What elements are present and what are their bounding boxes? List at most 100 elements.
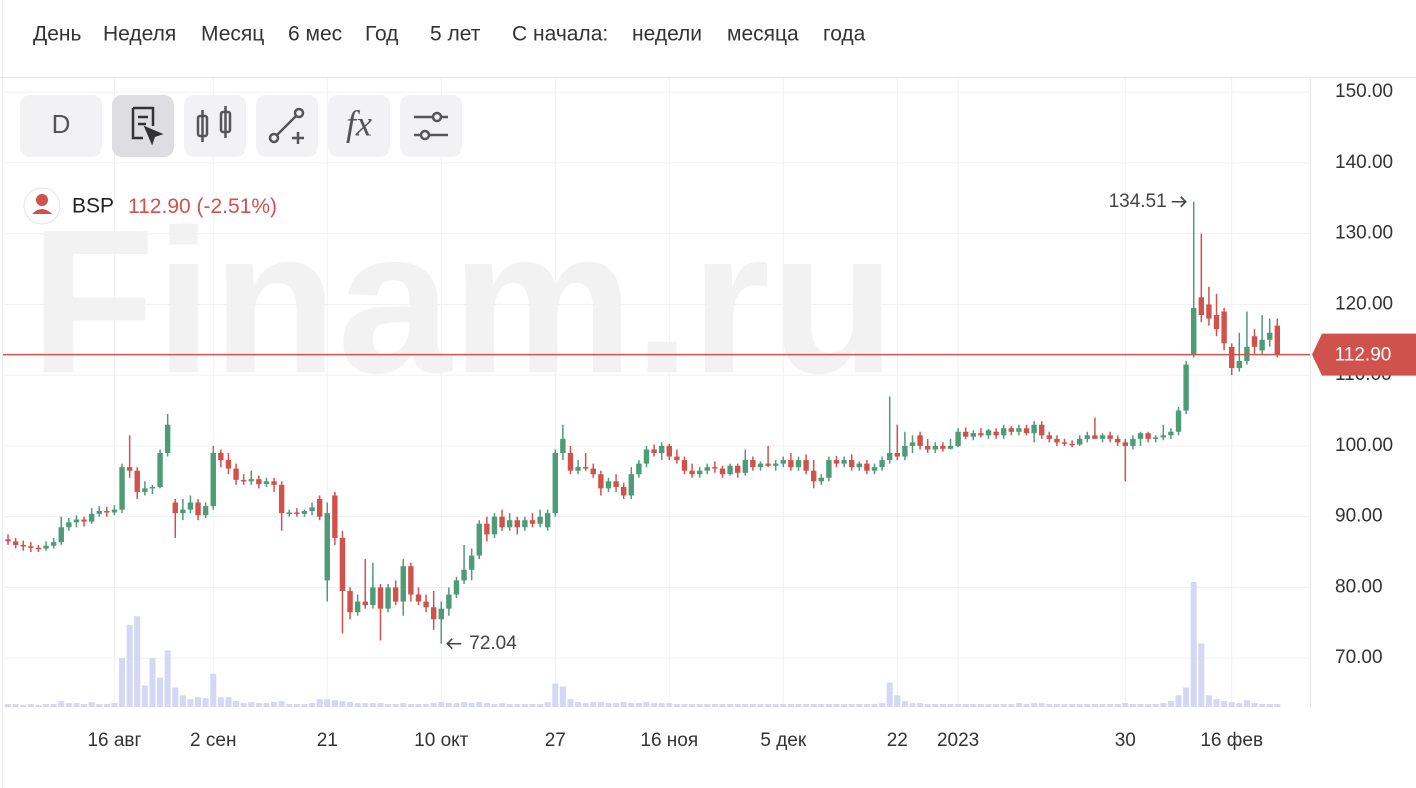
candle-body bbox=[788, 460, 794, 468]
period-button[interactable]: 6 мес bbox=[288, 23, 342, 46]
volume-bar bbox=[939, 704, 946, 707]
volume-bar bbox=[780, 704, 787, 707]
indicators-button[interactable] bbox=[328, 95, 390, 157]
volume-bar bbox=[1213, 699, 1220, 707]
volume-bar bbox=[1031, 703, 1038, 707]
candle-body bbox=[180, 509, 186, 514]
candle-body bbox=[1137, 433, 1144, 439]
volume-bar bbox=[331, 700, 338, 707]
volume-bar bbox=[537, 704, 544, 707]
volume-bar bbox=[719, 704, 726, 707]
candle-body bbox=[674, 456, 680, 461]
x-tick-label: 21 bbox=[317, 730, 338, 751]
period-button[interactable]: День bbox=[33, 23, 81, 46]
volume-bar bbox=[1167, 701, 1174, 707]
candle-body bbox=[643, 449, 650, 464]
volume-bar bbox=[430, 703, 437, 707]
volume-bar bbox=[1198, 643, 1205, 707]
candle-body bbox=[1145, 433, 1151, 439]
volume-bar bbox=[620, 702, 627, 707]
candle-body bbox=[522, 520, 528, 528]
volume-bar bbox=[552, 683, 559, 707]
volume-bar bbox=[901, 701, 908, 707]
cursor-button[interactable] bbox=[112, 95, 174, 157]
period-button[interactable]: 5 лет bbox=[430, 23, 481, 46]
volume-bar bbox=[909, 703, 916, 707]
candles bbox=[5, 201, 1281, 644]
candle-body bbox=[605, 481, 612, 489]
volume-bar bbox=[354, 703, 361, 707]
candle-body bbox=[894, 452, 900, 457]
since-button[interactable]: недели bbox=[632, 23, 702, 46]
candle-body bbox=[1175, 410, 1182, 432]
y-tick-label: 140.00 bbox=[1335, 152, 1393, 173]
volume-bar bbox=[347, 702, 354, 707]
volume-bar bbox=[491, 704, 498, 707]
volume-bar bbox=[453, 703, 460, 707]
candle-body bbox=[491, 516, 498, 535]
volume-bar bbox=[27, 704, 34, 707]
candle-body bbox=[218, 452, 224, 461]
volume-bar bbox=[514, 704, 521, 707]
volume-bar bbox=[1145, 704, 1152, 707]
period-button[interactable]: Год bbox=[365, 23, 398, 46]
period-button[interactable]: Неделя bbox=[103, 23, 176, 46]
candle-body bbox=[552, 452, 558, 514]
candle-body bbox=[1084, 435, 1091, 439]
period-button[interactable]: Месяц bbox=[201, 23, 264, 46]
volume-bar bbox=[658, 703, 665, 707]
candle-body bbox=[1001, 428, 1007, 436]
volume-bar bbox=[711, 704, 718, 707]
candle-body bbox=[88, 513, 95, 522]
since-label: С начала: bbox=[512, 23, 608, 46]
volume-bar bbox=[833, 704, 840, 707]
candle-body bbox=[506, 520, 513, 528]
candle-body bbox=[278, 484, 285, 514]
y-tick-label: 120.00 bbox=[1335, 293, 1393, 314]
volume-bar bbox=[1099, 704, 1106, 707]
candle-body bbox=[575, 467, 581, 471]
settings-button[interactable] bbox=[400, 95, 462, 157]
volume-bar bbox=[1205, 695, 1212, 707]
x-tick-label: 2 сен bbox=[190, 730, 236, 751]
since-button[interactable]: года bbox=[823, 23, 866, 46]
candle-body bbox=[1031, 424, 1037, 434]
volume-bar bbox=[369, 703, 376, 707]
volume-bar bbox=[96, 704, 103, 707]
volume-bar bbox=[126, 624, 133, 707]
interval-button[interactable] bbox=[20, 95, 102, 157]
volume-bar bbox=[1160, 703, 1167, 707]
volume-bar bbox=[157, 677, 164, 707]
volume-bar bbox=[1137, 704, 1144, 707]
volume-bar bbox=[316, 699, 323, 707]
volume-bar bbox=[825, 704, 832, 707]
candle-body bbox=[514, 520, 520, 528]
candle-body bbox=[886, 452, 893, 461]
candle-body bbox=[681, 460, 688, 471]
candle-body bbox=[704, 467, 710, 471]
volume-bar bbox=[590, 702, 597, 707]
volume-bar bbox=[362, 703, 369, 707]
volume-bar bbox=[985, 704, 992, 707]
volume-bar bbox=[1015, 703, 1022, 707]
volume-bar bbox=[278, 701, 285, 707]
candle-body bbox=[917, 435, 923, 446]
volume-bar bbox=[567, 699, 574, 707]
volume-bar bbox=[438, 702, 445, 707]
x-tick-label: 30 bbox=[1115, 730, 1136, 751]
candle-body bbox=[1206, 304, 1212, 319]
volume-bar bbox=[757, 704, 764, 707]
volume-bar bbox=[597, 702, 604, 707]
ticker: BSP bbox=[72, 195, 114, 218]
candle-body bbox=[256, 479, 262, 485]
y-tick-label: 90.00 bbox=[1335, 506, 1383, 527]
volume-bar bbox=[141, 685, 148, 707]
candle-body bbox=[294, 512, 300, 514]
candle-body bbox=[613, 481, 619, 487]
volume-bar bbox=[886, 682, 893, 707]
candle-body bbox=[1107, 435, 1113, 439]
since-button[interactable]: месяца bbox=[727, 23, 799, 46]
candle-type-button[interactable] bbox=[184, 95, 246, 157]
volume-bar bbox=[1069, 704, 1076, 707]
candle-body bbox=[848, 460, 855, 468]
